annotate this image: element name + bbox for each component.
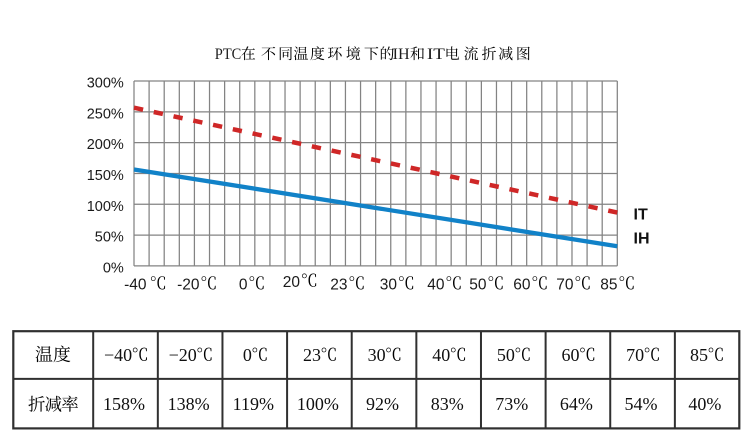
svg-text:40%: 40%	[688, 394, 721, 414]
svg-text:70: 70	[626, 345, 644, 365]
svg-text:40: 40	[427, 277, 445, 294]
svg-text:73%: 73%	[495, 394, 528, 414]
svg-text:−40: −40	[104, 345, 132, 365]
svg-text:92%: 92%	[366, 394, 399, 414]
svg-text:300%: 300%	[87, 76, 124, 92]
svg-text:200%: 200%	[87, 137, 124, 153]
svg-text:23: 23	[303, 345, 321, 365]
svg-text:83%: 83%	[431, 394, 464, 414]
svg-text:IH: IH	[393, 46, 410, 63]
svg-text:50: 50	[497, 345, 515, 365]
svg-text:0%: 0%	[103, 260, 124, 276]
svg-text:50: 50	[469, 277, 487, 294]
svg-text:54%: 54%	[625, 394, 658, 414]
svg-text:60: 60	[513, 277, 531, 294]
svg-text:50%: 50%	[95, 230, 124, 246]
svg-text:138%: 138%	[168, 394, 210, 414]
svg-text:250%: 250%	[87, 106, 124, 122]
svg-text:IT: IT	[427, 46, 445, 63]
svg-text:IT: IT	[634, 207, 648, 224]
svg-text:85: 85	[600, 277, 617, 294]
svg-text:PTC: PTC	[215, 46, 242, 63]
svg-text:70: 70	[556, 277, 574, 294]
svg-text:60: 60	[562, 345, 580, 365]
svg-text:100%: 100%	[87, 199, 124, 215]
svg-text:150%: 150%	[87, 168, 124, 184]
svg-text:0: 0	[239, 277, 248, 294]
svg-text:0: 0	[243, 345, 252, 365]
svg-text:30: 30	[368, 345, 386, 365]
svg-text:23: 23	[330, 277, 347, 294]
svg-text:-20: -20	[177, 277, 200, 294]
svg-text:20: 20	[283, 274, 301, 291]
svg-text:100%: 100%	[297, 394, 339, 414]
svg-text:40: 40	[432, 345, 450, 365]
svg-text:−20: −20	[169, 345, 197, 365]
svg-text:119%: 119%	[233, 394, 274, 414]
svg-text:158%: 158%	[103, 394, 145, 414]
svg-text:85: 85	[690, 345, 708, 365]
svg-text:IH: IH	[634, 230, 650, 247]
svg-text:64%: 64%	[560, 394, 593, 414]
svg-text:-40: -40	[124, 277, 147, 294]
svg-text:30: 30	[380, 277, 398, 294]
